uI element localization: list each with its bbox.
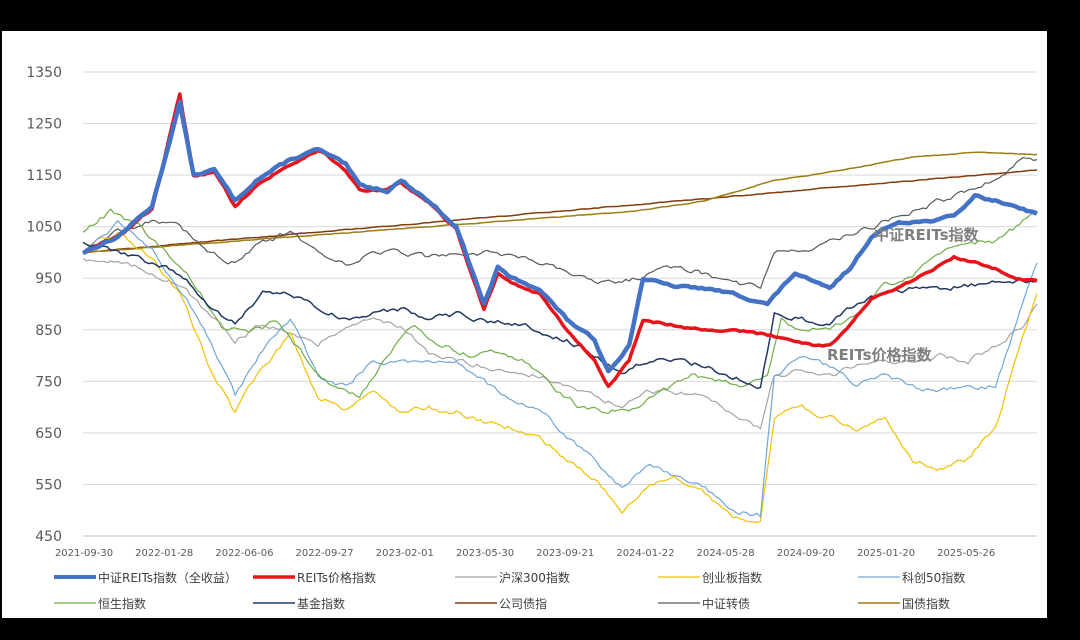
series-line-0 (82, 99, 1039, 374)
legend-label: 国债指数 (902, 596, 950, 611)
legend-label: 创业板指数 (702, 570, 762, 585)
series-line-4 (82, 220, 1038, 518)
legend-label: REITs价格指数 (297, 570, 376, 585)
x-tick-label: 2023-02-01 (376, 548, 434, 559)
series-line-2 (82, 257, 1038, 430)
series-line-5 (82, 208, 1038, 414)
y-tick-label: 1350 (26, 65, 62, 81)
series-line-3 (82, 232, 1038, 523)
y-tick-label: 1250 (26, 117, 62, 133)
y-tick-label: 950 (35, 271, 62, 287)
x-tick-label: 2023-09-21 (536, 548, 594, 559)
x-tick-label: 2024-09-20 (777, 548, 835, 559)
y-tick-label: 750 (35, 374, 62, 390)
series-line-1 (82, 92, 1038, 389)
legend-label: 公司债指 (499, 596, 547, 611)
x-tick-label: 2025-01-20 (857, 548, 915, 559)
x-tick-label: 2025-05-26 (937, 548, 995, 559)
y-tick-label: 650 (35, 426, 62, 442)
y-tick-label: 1150 (26, 168, 62, 184)
y-tick-label: 850 (35, 323, 62, 339)
y-tick-label: 450 (35, 529, 62, 545)
annotation-label: REITs价格指数 (827, 346, 933, 364)
legend-label: 沪深300指数 (499, 570, 570, 585)
x-tick-label: 2024-01-22 (616, 548, 674, 559)
x-tick-label: 2022-06-06 (215, 548, 273, 559)
x-tick-label: 2022-09-27 (296, 548, 354, 559)
x-tick-label: 2024-05-28 (697, 548, 755, 559)
legend-label: 科创50指数 (902, 570, 965, 585)
legend-label: 中证转债 (702, 596, 750, 611)
legend-label: 中证REITs指数（全收益） (98, 570, 237, 585)
x-tick-label: 2022-01-28 (135, 548, 193, 559)
x-tick-label: 2021-09-30 (55, 548, 113, 559)
annotation-label: 中证REITs指数 (874, 226, 980, 244)
x-tick-label: 2023-05-30 (456, 548, 514, 559)
legend-label: 恒生指数 (98, 596, 146, 611)
series-line-7 (83, 169, 1038, 254)
series-line-6 (82, 241, 1038, 390)
y-tick-label: 1050 (26, 220, 62, 236)
y-tick-label: 550 (35, 477, 62, 493)
series-line-8 (82, 157, 1038, 289)
legend-label: 基金指数 (297, 596, 345, 611)
series-line-9 (82, 151, 1038, 254)
